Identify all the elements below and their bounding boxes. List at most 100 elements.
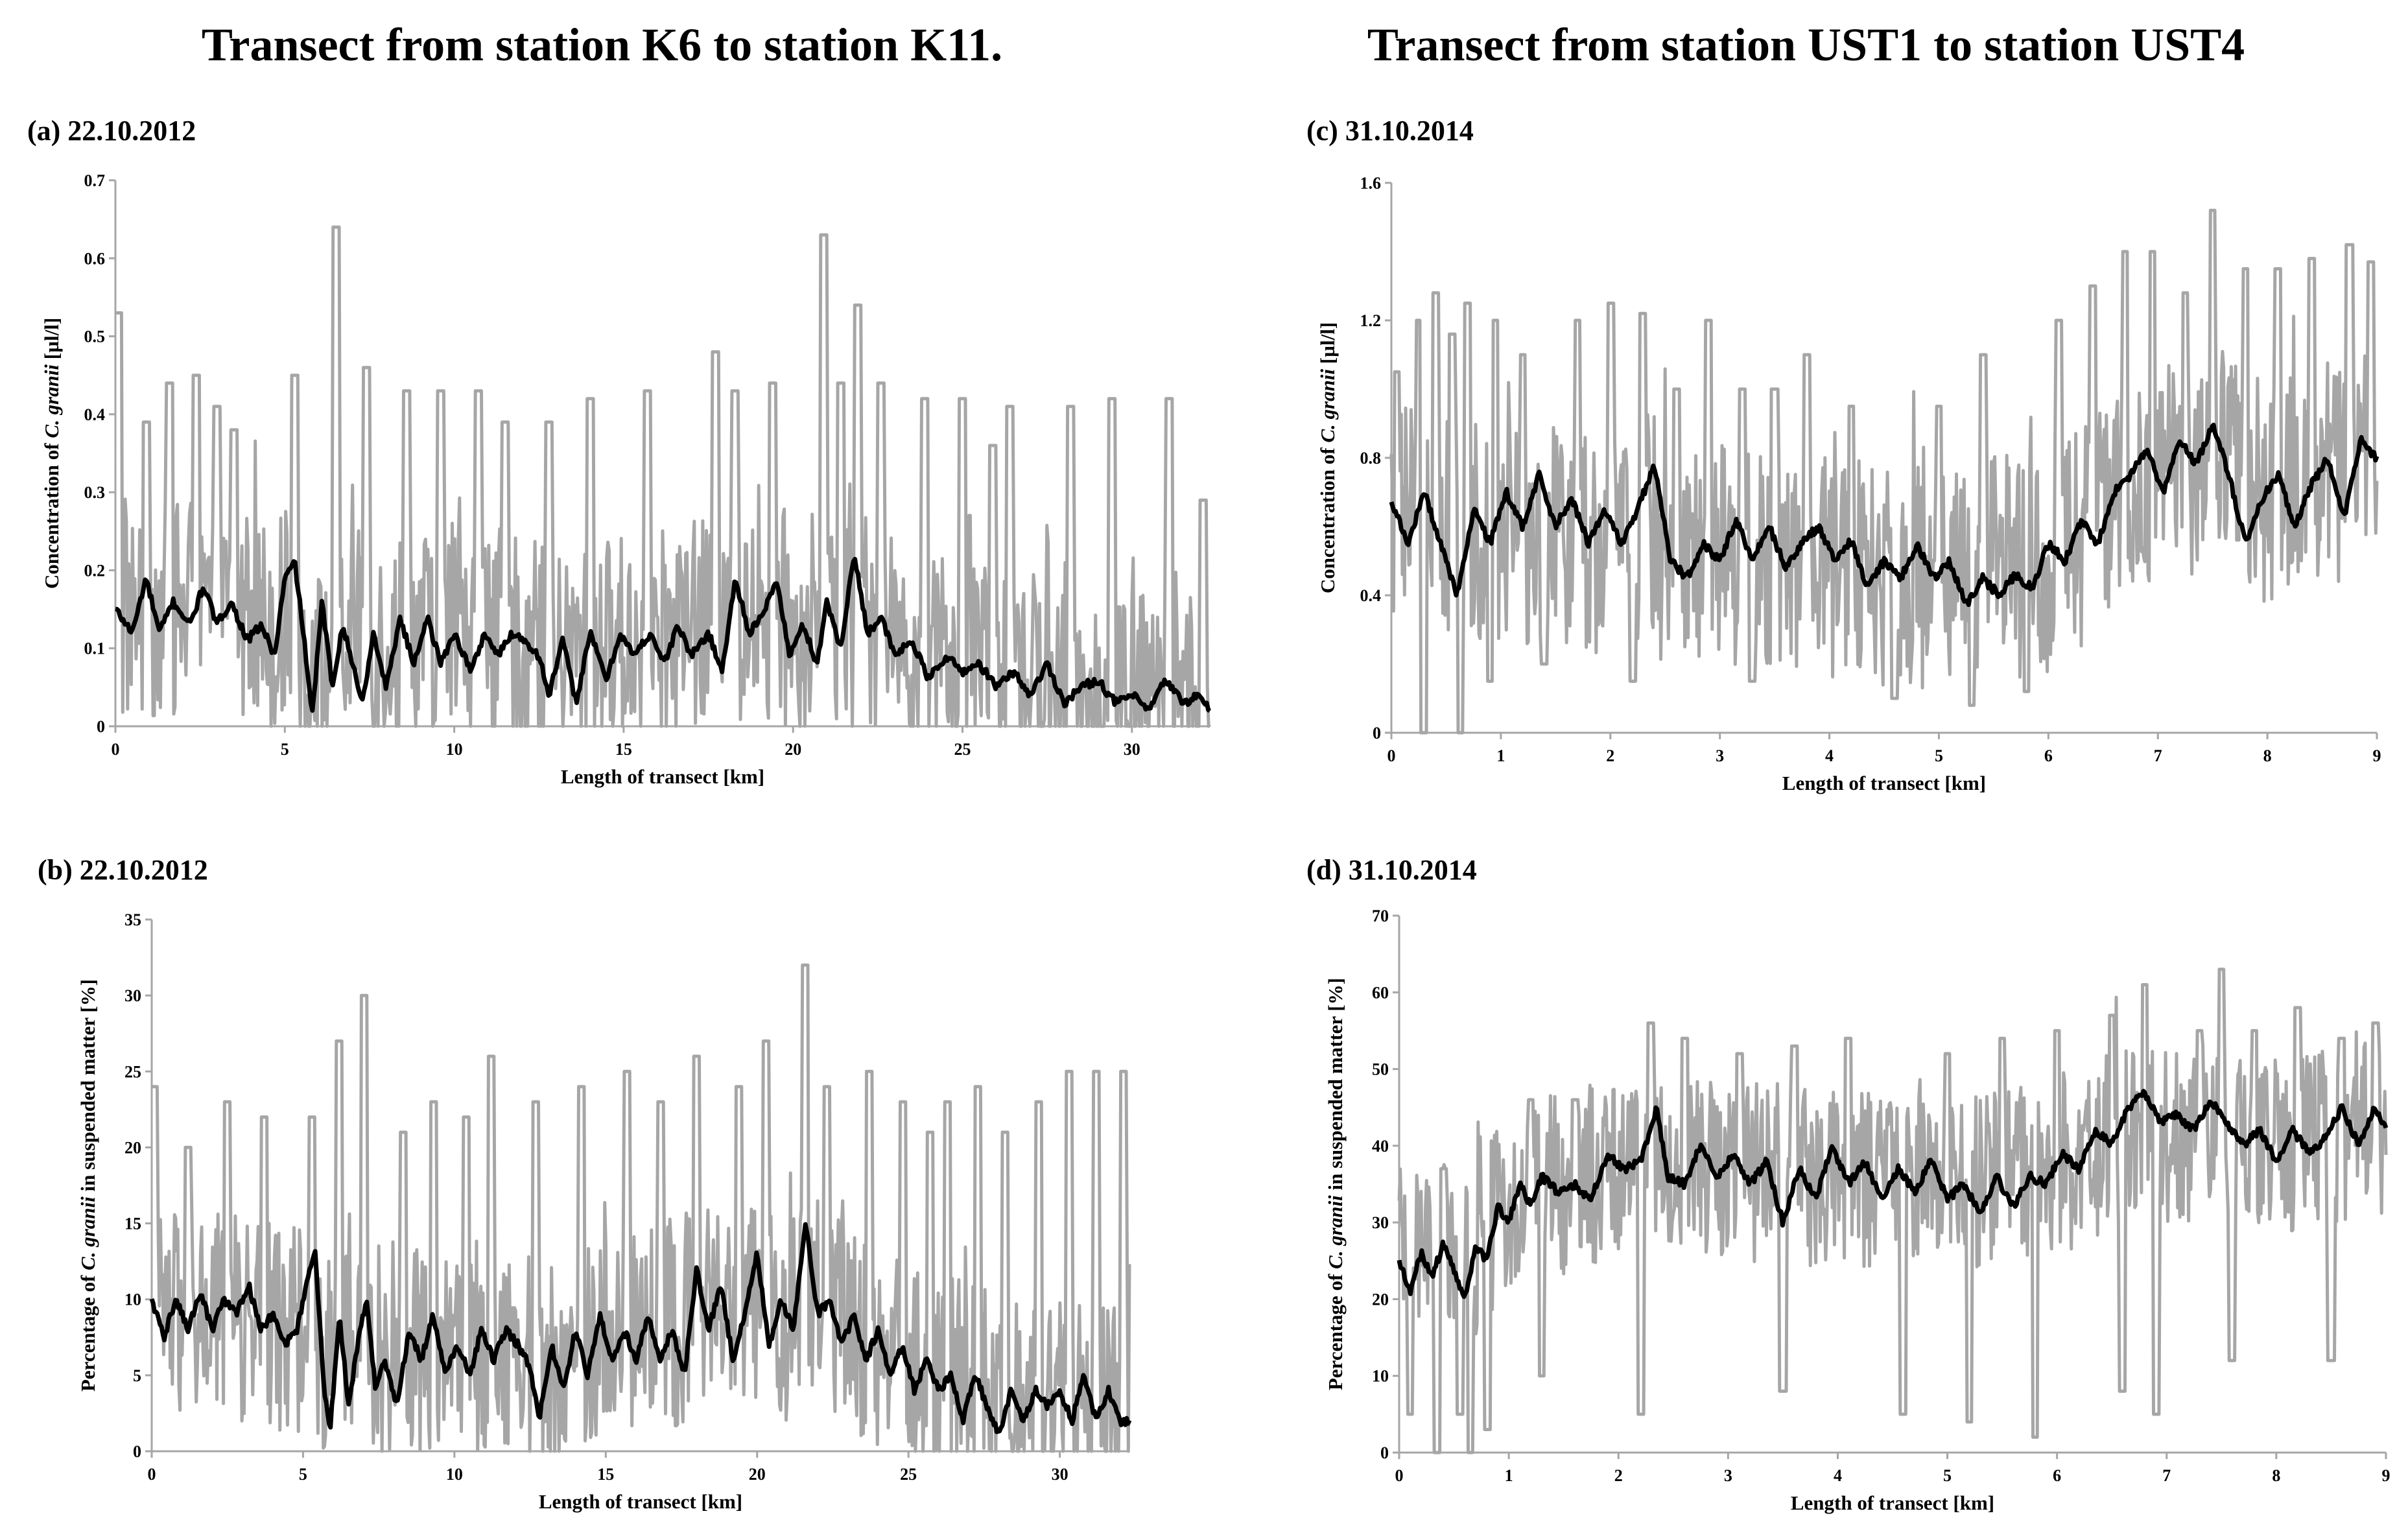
chart-a-x-tick-label: 15 <box>615 740 632 759</box>
chart-b-raw-series <box>151 963 1131 1453</box>
chart-a-raw-series <box>115 225 1211 728</box>
right-column-title: Transect from station UST1 to station US… <box>1367 19 2245 71</box>
chart-b-y-tick-label: 35 <box>124 910 141 929</box>
chart-d-x-tick-label: 6 <box>2053 1466 2061 1485</box>
chart-d-x-tick-label: 2 <box>1614 1466 1623 1485</box>
chart-b-x-tick-label: 10 <box>446 1465 463 1484</box>
chart-a-y-tick-label: 0.5 <box>84 327 106 346</box>
chart-b-y-tick-label: 0 <box>133 1442 141 1461</box>
chart-c-y-tick-label: 0.4 <box>1360 586 1382 605</box>
chart-b-y-axis-title-species: C. granii <box>77 1196 99 1270</box>
chart-d-y-tick-label: 70 <box>1372 907 1389 925</box>
chart-d-x-tick-label: 7 <box>2162 1466 2171 1485</box>
chart-a-x-tick-label: 10 <box>446 740 463 759</box>
chart-d-x-tick-label: 4 <box>1834 1466 1842 1485</box>
chart-a-y-tick-label: 0.7 <box>84 171 106 190</box>
chart-c-x-tick-label: 1 <box>1496 746 1505 765</box>
chart-a-x-tick-label: 5 <box>281 740 289 759</box>
chart-a-y-axis-title-prefix: Concentration of <box>40 438 63 589</box>
chart-c-y-axis-title: Concentration of C. granii [µl/l] <box>1316 322 1339 593</box>
left-column-title: Transect from station K6 to station K11. <box>201 19 1003 71</box>
chart-b-y-tick-label: 10 <box>124 1290 141 1309</box>
chart-a-y-tick-label: 0.4 <box>84 405 106 424</box>
chart-d-x-axis-title: Length of transect [km] <box>1791 1491 1994 1514</box>
panel-d-label: (d) 31.10.2014 <box>1306 854 1477 886</box>
panel-c-label: (c) 31.10.2014 <box>1306 115 1474 147</box>
chart-d-x-tick-label: 3 <box>1724 1466 1732 1485</box>
chart-d-y-tick-label: 0 <box>1380 1443 1389 1462</box>
chart-d-x-tick-label: 1 <box>1505 1466 1513 1485</box>
chart-a-y-tick-label: 0.2 <box>84 561 106 580</box>
chart-d-x-tick-label: 9 <box>2382 1466 2390 1485</box>
chart-a-y-tick-label: 0.6 <box>84 249 106 268</box>
chart-a-x-tick-label: 20 <box>785 740 801 759</box>
chart-d-x-tick-label: 5 <box>1943 1466 1952 1485</box>
chart-a-x-tick-label: 30 <box>1124 740 1140 759</box>
chart-c-y-axis-title-species: C. granii <box>1316 369 1339 443</box>
chart-c-x-tick-label: 5 <box>1935 746 1943 765</box>
chart-d-raw-series <box>1397 968 2388 1455</box>
chart-d-y-axis-title: Percentage of C. granii in suspended mat… <box>1324 978 1347 1390</box>
chart-b-x-tick-label: 5 <box>299 1465 307 1484</box>
chart-a-y-tick-label: 0.3 <box>84 483 106 502</box>
chart-a-y-tick-label: 0.1 <box>84 639 106 658</box>
chart-c-x-tick-label: 0 <box>1387 746 1396 765</box>
chart-b-y-axis-title: Percentage of C. granii in suspended mat… <box>77 979 99 1392</box>
chart-c-raw-series <box>1389 208 2379 735</box>
chart-a-x-tick-label: 25 <box>954 740 971 759</box>
chart-c-y-tick-label: 0 <box>1373 724 1381 742</box>
chart-b-y-tick-label: 20 <box>124 1138 141 1157</box>
chart-c-y-axis-title-prefix: Concentration of <box>1316 443 1339 593</box>
chart-b-y-tick-label: 30 <box>124 986 141 1005</box>
chart-c-x-tick-label: 9 <box>2373 746 2381 765</box>
chart-d-y-axis-title-suffix: in suspended matter [%] <box>1324 978 1347 1195</box>
chart-b-y-tick-label: 15 <box>124 1215 141 1233</box>
chart-d-x-tick-label: 8 <box>2272 1466 2280 1485</box>
chart-d-y-tick-label: 20 <box>1372 1290 1389 1309</box>
chart-d-y-tick-label: 10 <box>1372 1367 1389 1386</box>
chart-c-x-axis-title: Length of transect [km] <box>1782 772 1986 794</box>
chart-b-smoothed-series <box>149 1222 1132 1434</box>
chart-a-y-axis-title: Concentration of C. granii [µl/l] <box>40 318 63 589</box>
chart-b-y-tick-label: 5 <box>133 1366 141 1385</box>
chart-d-y-tick-label: 50 <box>1372 1060 1389 1079</box>
chart-c-y-axis-title-suffix: [µl/l] <box>1316 322 1339 369</box>
chart-a-y-axis-title-suffix: [µl/l] <box>40 318 63 364</box>
chart-c-x-tick-label: 3 <box>1716 746 1724 765</box>
chart-b-x-tick-label: 25 <box>900 1465 917 1484</box>
chart-d-y-axis-title-prefix: Percentage of <box>1324 1269 1347 1390</box>
chart-a-x-axis-title: Length of transect [km] <box>561 765 764 788</box>
chart-b-y-tick-label: 25 <box>124 1062 141 1081</box>
chart-d-y-tick-label: 60 <box>1372 983 1389 1002</box>
chart-b-y-axis-title-prefix: Percentage of <box>77 1270 99 1392</box>
chart-c-x-tick-label: 4 <box>1825 746 1834 765</box>
chart-b-x-tick-label: 0 <box>148 1465 156 1484</box>
chart-c-y-tick-label: 1.6 <box>1360 174 1382 193</box>
chart-d-y-tick-label: 40 <box>1372 1137 1389 1156</box>
chart-c-x-tick-label: 7 <box>2154 746 2162 765</box>
chart-a-x-tick-label: 0 <box>112 740 120 759</box>
chart-a-smoothed-series <box>114 556 1212 713</box>
chart-d-smoothed-series <box>1397 1089 2389 1300</box>
panel-a-label: (a) 22.10.2012 <box>27 115 196 147</box>
chart-a-y-tick-label: 0 <box>97 717 105 736</box>
chart-b-x-tick-label: 15 <box>597 1465 614 1484</box>
chart-c-y-tick-label: 1.2 <box>1360 311 1382 330</box>
chart-c-smoothed-series <box>1389 422 2379 608</box>
chart-b-x-tick-label: 30 <box>1052 1465 1068 1484</box>
chart-c-x-tick-label: 8 <box>2263 746 2272 765</box>
chart-c-x-tick-label: 6 <box>2044 746 2053 765</box>
chart-d-y-tick-label: 30 <box>1372 1213 1389 1232</box>
chart-c-x-tick-label: 2 <box>1606 746 1614 765</box>
chart-c-y-tick-label: 0.8 <box>1360 449 1382 468</box>
panel-b-label: (b) 22.10.2012 <box>38 854 208 886</box>
chart-b-y-axis-title-suffix: in suspended matter [%] <box>77 979 99 1196</box>
chart-b-x-axis-title: Length of transect [km] <box>539 1490 742 1513</box>
chart-d-x-tick-label: 0 <box>1395 1466 1404 1485</box>
chart-d-y-axis-title-species: C. granii <box>1324 1195 1347 1269</box>
chart-b-x-tick-label: 20 <box>749 1465 766 1484</box>
